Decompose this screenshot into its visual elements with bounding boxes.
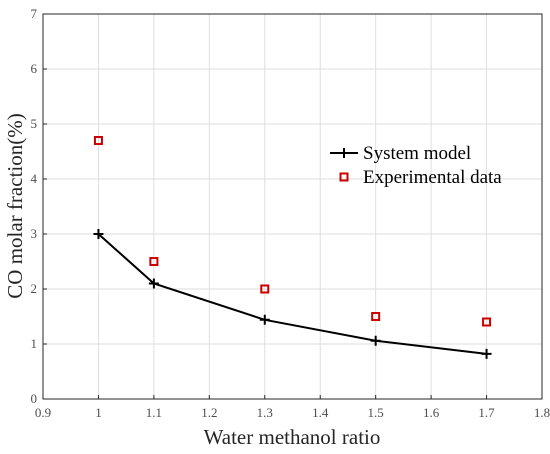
system-model-point [93,229,104,239]
x-tick-label: 1.6 [423,405,440,420]
y-axis-title: CO molar fraction(%) [3,113,27,298]
x-tick-label: 1.2 [201,405,217,420]
y-tick-label: 1 [31,336,38,351]
ticks: 0.9 1 1.1 1.2 1.3 1.4 1.5 1.6 1.7 1.8 0 1 2 3 4 5 6 7 [31,6,550,420]
system-model-point [259,314,270,325]
x-tick-label: 1.4 [312,405,329,420]
experimental-data-point [260,284,270,294]
experimental-data-point [149,257,159,266]
x-tick-label: 1.3 [257,405,273,420]
y-tick-label: 4 [31,171,38,186]
legend: System model Experimental data [330,143,502,188]
y-tick-label: 3 [31,226,38,241]
x-tick-label: 1.5 [368,405,384,420]
y-tick-label: 7 [31,6,38,21]
system-model-point [481,348,492,359]
x-tick-label: 1.1 [146,405,162,420]
experimental-data-point [93,136,103,145]
system-model-point [148,278,159,289]
legend-marker-system-model [339,148,349,158]
legend-marker-experimental-data [339,172,349,182]
plot-border [42,13,543,400]
y-tick-label: 6 [31,61,38,76]
x-tick-label: 1.8 [534,405,550,420]
series [93,136,492,359]
x-tick-label: 1 [95,405,102,420]
x-axis-title: Water methanol ratio [204,425,381,449]
experimental-data-point [371,312,381,321]
system-model-point [370,335,381,346]
y-tick-label: 2 [31,281,38,296]
x-tick-label: 0.9 [35,405,51,420]
legend-label-experimental-data: Experimental data [363,167,502,188]
legend-label-system-model: System model [363,143,471,164]
experimental-data-point [482,317,492,327]
x-tick-label: 1.7 [478,405,495,420]
y-tick-label: 0 [31,391,38,406]
plot-area [43,14,542,399]
y-tick-label: 5 [31,116,38,131]
